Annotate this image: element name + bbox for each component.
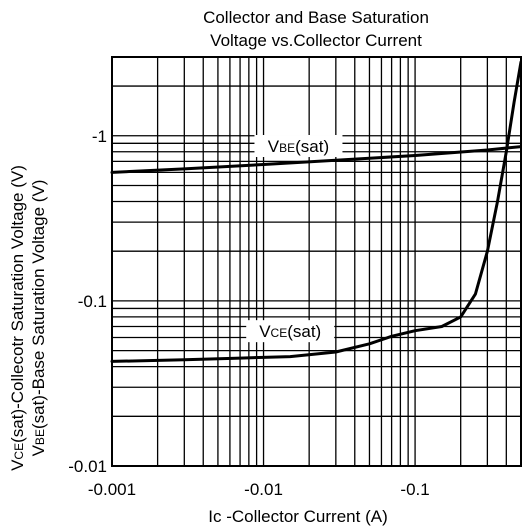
x-axis-label: Ic -Collector Current (A) xyxy=(208,507,387,526)
series-label-bg xyxy=(246,320,335,343)
tick-labels: -0.001 -0.01 -0.1 -1 -0.1 -0.01 xyxy=(68,127,429,499)
series-label-vbesat: VBE(sat) xyxy=(268,137,329,156)
y-tick-label: -1 xyxy=(92,127,107,146)
series-label-vcesat: VCE(sat) xyxy=(259,322,321,341)
x-tick-label: -0.001 xyxy=(88,480,136,499)
series-line-vcesat xyxy=(110,60,522,363)
y-tick-label: -0.1 xyxy=(78,292,107,311)
chart-title-line2: Voltage vs.Collector Current xyxy=(210,31,422,50)
x-tick-label: -0.01 xyxy=(244,480,283,499)
chart-title-line1: Collector and Base Saturation xyxy=(203,8,429,27)
plot-frame xyxy=(111,56,522,467)
y-tick-label: -0.01 xyxy=(68,457,107,476)
series-group: VBE(sat) VCE(sat) xyxy=(110,60,522,363)
y-axis-label-line2: VBE(sat)-Base Saturation Voltage (V) xyxy=(29,180,48,457)
grid xyxy=(111,56,522,467)
series-label-bg xyxy=(254,135,343,158)
y-axis-label-line1: VCE(sat)-Collecotr Saturation Voltage (V… xyxy=(8,165,27,471)
series-line-vbesat xyxy=(110,145,522,174)
x-tick-label: -0.1 xyxy=(400,480,429,499)
